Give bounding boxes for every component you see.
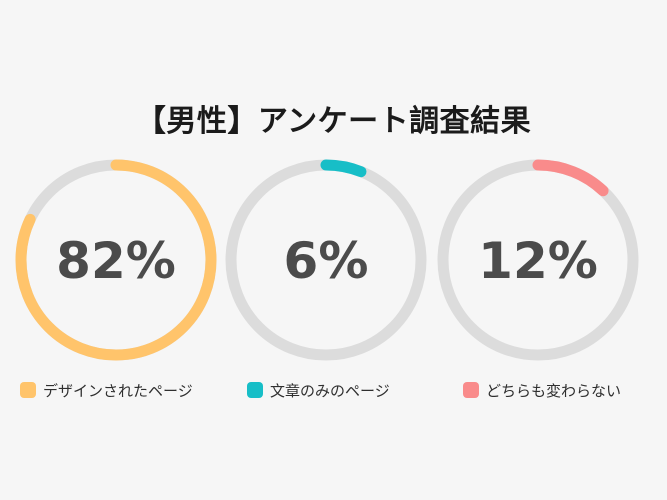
donut-text-only-page: 6% [225,159,427,361]
legend-item-text-only-page: 文章のみのページ [247,378,390,402]
legend-item-designed-page: デザインされたページ [20,378,193,402]
percent-label-designed-page: 82% [56,232,176,290]
donut-arc-text-only-page [225,159,427,361]
legend-swatch-text-only-page [247,382,263,398]
donut-designed-page: 82% [15,159,217,361]
donut-arc-no-difference [437,159,639,361]
legend-swatch-designed-page [20,382,36,398]
legend-label-designed-page: デザインされたページ [43,381,193,400]
donut-no-difference: 12% [437,159,639,361]
legend-label-text-only-page: 文章のみのページ [270,381,390,400]
legend-label-no-difference: どちらも変わらない [486,381,622,400]
legend-swatch-no-difference [463,382,479,398]
chart-title: 【男性】アンケート調査結果 [135,104,532,139]
percent-label-no-difference: 12% [478,232,598,290]
legend-item-no-difference: どちらも変わらない [463,378,621,402]
percent-label-text-only-page: 6% [284,232,369,290]
donut-arc-designed-page [15,159,217,361]
